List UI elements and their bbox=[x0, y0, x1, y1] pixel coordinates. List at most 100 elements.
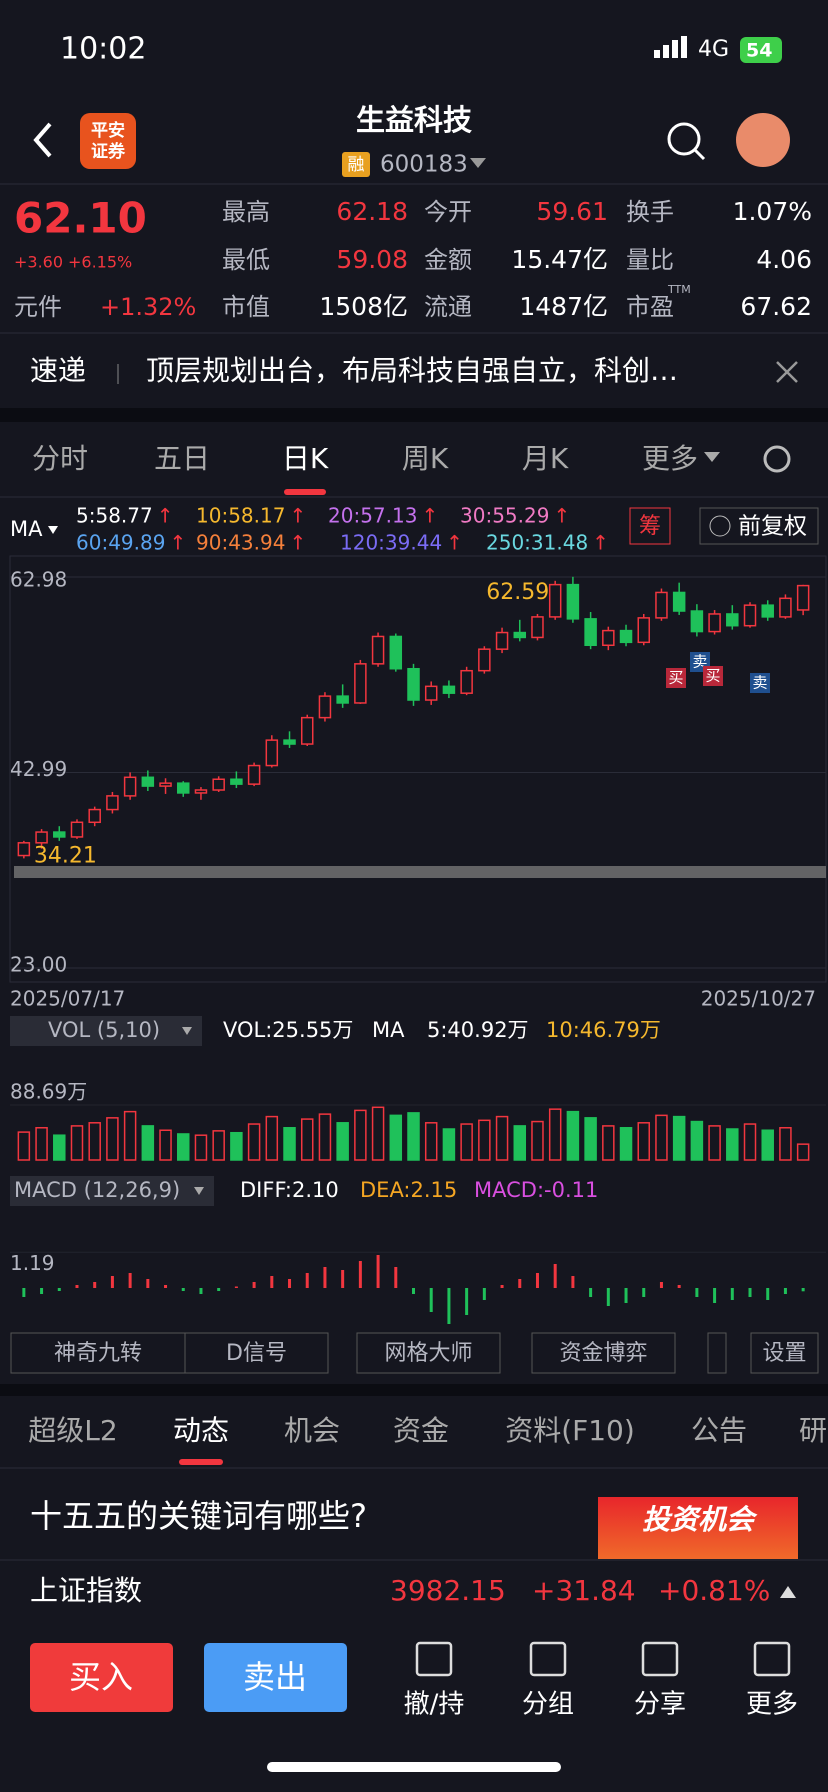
info-tab[interactable]: 公告 bbox=[691, 1414, 747, 1447]
sell-button[interactable] bbox=[204, 1643, 347, 1712]
volume-bar bbox=[779, 1127, 792, 1161]
macd-bar bbox=[288, 1279, 292, 1288]
action-icon[interactable] bbox=[753, 1641, 791, 1677]
chip-button[interactable] bbox=[629, 507, 671, 545]
volume-bar bbox=[230, 1131, 243, 1161]
macd-bar bbox=[323, 1267, 327, 1288]
info-tab[interactable]: 研 bbox=[799, 1414, 827, 1447]
macd-bar bbox=[571, 1276, 575, 1288]
ma-arrow: ↑ bbox=[553, 504, 570, 528]
candle-body bbox=[584, 618, 597, 647]
tool-button[interactable] bbox=[356, 1332, 501, 1374]
macd-bar bbox=[429, 1288, 433, 1312]
macd-bar bbox=[500, 1285, 504, 1288]
info-tab[interactable]: 超级L2 bbox=[28, 1414, 117, 1447]
stat-label: 今开 bbox=[424, 198, 472, 226]
trade-signal-text: 卖 bbox=[752, 674, 767, 692]
ma-arrow: ↑ bbox=[157, 504, 174, 528]
stat-value: 1.07% bbox=[733, 197, 812, 226]
info-tab[interactable]: 资金 bbox=[393, 1414, 449, 1447]
index-name[interactable]: 上证指数 bbox=[30, 1574, 142, 1607]
tool-button[interactable] bbox=[531, 1332, 676, 1374]
chart-tab[interactable]: 周K bbox=[402, 442, 449, 475]
change: +3.60 bbox=[14, 253, 63, 272]
volume-bar bbox=[300, 1118, 314, 1161]
macd-bar bbox=[518, 1279, 522, 1288]
search bbox=[693, 148, 706, 161]
volume-bar bbox=[336, 1122, 349, 1161]
chart-tab[interactable]: 月K bbox=[522, 442, 569, 475]
home-indicator bbox=[267, 1762, 561, 1772]
ma-value: 20:57.13 bbox=[328, 504, 417, 528]
candle-body bbox=[106, 795, 119, 811]
index-value: 3982.15 bbox=[390, 1574, 506, 1607]
y-tick-label: 42.99 bbox=[10, 757, 67, 781]
stat-label: 量比 bbox=[626, 246, 674, 274]
volume-bar bbox=[796, 1143, 810, 1161]
news-text[interactable]: 顶层规划出台，布局科技自强自立，科创… bbox=[146, 354, 678, 387]
volume-bar bbox=[371, 1106, 385, 1161]
index-change-pct: +0.81% bbox=[658, 1574, 770, 1607]
settings[interactable] bbox=[763, 445, 791, 473]
dea: DEA:2.15 bbox=[360, 1178, 457, 1202]
stat-value: 15.47亿 bbox=[511, 245, 608, 274]
macd-indicator-text: MACD (12,26,9) bbox=[14, 1178, 180, 1202]
action-icon[interactable] bbox=[529, 1641, 567, 1677]
avatar[interactable] bbox=[736, 113, 790, 167]
back-button[interactable] bbox=[33, 122, 52, 158]
adjust-button[interactable] bbox=[699, 507, 819, 545]
battery bbox=[740, 37, 782, 63]
chart-tab[interactable]: 日K bbox=[282, 442, 329, 475]
candle-body bbox=[247, 764, 261, 785]
stat-label: 最高 bbox=[222, 198, 270, 226]
dropdown bbox=[194, 1187, 204, 1195]
signal-icon bbox=[654, 36, 687, 58]
volume-bar bbox=[478, 1119, 491, 1161]
expand[interactable] bbox=[780, 1586, 796, 1598]
action-icon[interactable] bbox=[415, 1641, 453, 1677]
ma-value: 10:58.17 bbox=[196, 504, 285, 528]
close-news[interactable] bbox=[776, 361, 798, 383]
macd-bar bbox=[465, 1288, 469, 1315]
candle-body bbox=[70, 821, 84, 838]
tool-text: D信号 bbox=[226, 1341, 287, 1366]
dropdown[interactable] bbox=[470, 158, 486, 168]
ma-arrow: ↑ bbox=[446, 531, 463, 555]
trade-signal bbox=[666, 668, 686, 688]
volume-bar bbox=[619, 1127, 633, 1161]
info-tab[interactable]: 动态 bbox=[173, 1414, 229, 1447]
buy-button[interactable] bbox=[30, 1643, 173, 1712]
time: 10:02 bbox=[60, 32, 146, 67]
macd-bar bbox=[57, 1288, 61, 1291]
headline[interactable]: 十五五的关键词有哪些? bbox=[30, 1497, 367, 1535]
volume-bar bbox=[655, 1114, 668, 1161]
ma-value: 30:55.29 bbox=[460, 504, 549, 528]
tool-button[interactable] bbox=[184, 1332, 329, 1374]
vol-indicator[interactable] bbox=[10, 1016, 202, 1046]
candle-body bbox=[743, 604, 757, 627]
banner[interactable] bbox=[598, 1497, 798, 1559]
ma-dropdown[interactable] bbox=[48, 526, 58, 534]
candle-body bbox=[424, 685, 438, 701]
dropdown bbox=[182, 1027, 192, 1035]
chart-tab[interactable]: 五日 bbox=[154, 442, 210, 475]
macd-indicator[interactable] bbox=[10, 1176, 214, 1206]
volume-bar bbox=[442, 1128, 456, 1161]
chart-tab[interactable]: 更多 bbox=[642, 442, 698, 475]
volume-bar bbox=[584, 1117, 597, 1161]
info-tab[interactable]: 资料(F10) bbox=[505, 1414, 635, 1447]
chart-tab[interactable]: 分时 bbox=[32, 442, 88, 475]
tool-text: 设置 bbox=[762, 1341, 806, 1366]
tool-button[interactable] bbox=[707, 1332, 727, 1374]
action-icon[interactable] bbox=[641, 1641, 679, 1677]
ma-arrow: ↑ bbox=[592, 531, 609, 555]
info-tab[interactable]: 机会 bbox=[284, 1414, 340, 1447]
tool-button[interactable] bbox=[750, 1332, 819, 1374]
ma-arrow: ↑ bbox=[169, 531, 186, 555]
search[interactable] bbox=[667, 122, 701, 156]
stat-label: 最低 bbox=[222, 246, 270, 274]
macd-bar bbox=[40, 1288, 44, 1294]
battery-level: 54 bbox=[746, 40, 772, 62]
candle-body bbox=[548, 583, 562, 618]
volume-bar bbox=[743, 1123, 757, 1161]
